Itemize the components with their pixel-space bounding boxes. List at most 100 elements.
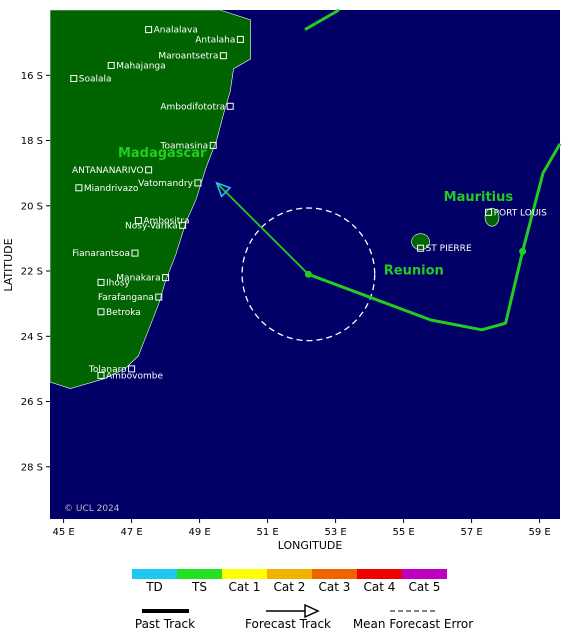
category-swatch (402, 569, 447, 579)
place-marker: Toamasina (160, 141, 217, 151)
y-tick-label: 24 S (21, 332, 43, 343)
x-tick-label: 53 E (324, 527, 346, 538)
place-square-icon (179, 221, 187, 229)
place-marker: Ambositra (134, 217, 189, 227)
place-label: PORT LOUIS (494, 208, 547, 218)
place-marker: Ambovombe (97, 371, 163, 381)
place-label: Farafangana (98, 293, 154, 303)
place-marker: Analalava (145, 26, 198, 36)
storm-position-marker (304, 270, 312, 278)
x-tick-label: 49 E (188, 527, 210, 538)
y-tick-label: 28 S (21, 462, 43, 473)
place-label: Fianarantsoa (72, 249, 130, 259)
place-label: Ambovombe (106, 371, 163, 381)
track-legend: Past Track Forecast Track Mean Forecast … (135, 603, 473, 631)
region-label: Reunion (384, 263, 444, 278)
x-axis-ticks: 45 E 47 E 49 E 51 E 53 E 55 E 57 E 59 E (52, 519, 551, 538)
mean-error-legend-label: Mean Forecast Error (353, 617, 473, 631)
category-label: Cat 5 (409, 580, 441, 594)
place-marker: Mahajanga (107, 62, 166, 72)
place-marker: Antalaha (195, 35, 244, 45)
x-tick-label: 47 E (120, 527, 142, 538)
place-square-icon (145, 26, 153, 34)
forecast-track-line (215, 182, 310, 275)
mauritius-island (484, 207, 500, 227)
place-marker: ANTANANARIVO (72, 166, 153, 176)
mean-forecast-error-circle (241, 207, 376, 342)
place-label: ST PIERRE (426, 244, 472, 254)
y-tick-label: 20 S (21, 201, 43, 212)
past-track-line (307, 143, 562, 332)
place-square-icon (107, 62, 115, 69)
past-track-legend-label: Past Track (135, 617, 195, 631)
place-marker: Farafangana (98, 293, 163, 303)
land-layer (49, 9, 500, 389)
category-swatch (222, 569, 267, 579)
place-square-icon (97, 308, 105, 316)
category-swatch (312, 569, 357, 579)
place-square-icon (155, 293, 163, 301)
place-marker: Vatomandry (138, 179, 202, 189)
place-label: Miandrivazo (84, 184, 139, 194)
place-square-icon (97, 278, 105, 286)
place-marker: Miandrivazo (75, 184, 139, 194)
x-tick-label: 57 E (460, 527, 482, 538)
place-square-icon (131, 249, 139, 257)
place-marker: Fianarantsoa (72, 249, 139, 259)
category-label: Cat 3 (319, 580, 351, 594)
place-label: Analalava (154, 26, 198, 36)
region-labels: Madagascar Mauritius Reunion (118, 146, 513, 278)
region-label: Madagascar (118, 146, 207, 161)
place-square-icon (194, 179, 202, 187)
place-marker: Ihosy (97, 278, 131, 288)
place-square-icon (417, 244, 425, 252)
category-label: TS (191, 580, 207, 594)
forecast-track-legend-label: Forecast Track (245, 617, 331, 631)
place-square-icon (485, 208, 493, 216)
y-tick-label: 16 S (21, 71, 43, 82)
place-marker: Ambodifototra (160, 102, 234, 112)
category-label: TD (145, 580, 163, 594)
place-label: Nosy-Varika (125, 221, 178, 231)
place-label: Tolanaro (88, 365, 127, 375)
place-square-icon (128, 365, 136, 373)
place-marker: Betroka (97, 308, 141, 318)
reunion-island (411, 233, 430, 250)
storm-position-marker (519, 247, 527, 255)
place-marker: Manakara (116, 274, 170, 284)
place-square-icon (236, 35, 244, 43)
place-marker: Soalala (70, 75, 112, 85)
place-square-icon (162, 274, 170, 282)
forecast-arrow-legend-icon (304, 603, 320, 619)
place-label: Ihosy (106, 278, 131, 288)
place-square-icon (70, 75, 78, 82)
place-label: Mahajanga (116, 62, 165, 72)
category-label: Cat 2 (274, 580, 306, 594)
y-axis-label: LATITUDE (2, 238, 15, 291)
track-layer (215, 8, 562, 342)
place-label: Antalaha (195, 35, 235, 45)
category-swatch (357, 569, 402, 579)
category-label: Cat 4 (364, 580, 396, 594)
place-label: Betroka (106, 308, 141, 318)
place-square-icon (209, 141, 217, 149)
place-square-icon (219, 52, 227, 60)
copyright-text: © UCL 2024 (64, 504, 120, 514)
x-tick-label: 59 E (528, 527, 550, 538)
place-label: Vatomandry (138, 179, 193, 189)
place-square-icon (97, 371, 105, 379)
category-legend: TD TS Cat 1 Cat 2 Cat 3 Cat 4 Cat 5 (132, 569, 447, 594)
place-marker: Nosy-Varika (125, 221, 187, 231)
place-square-icon (75, 184, 83, 192)
place-square-icon (226, 102, 234, 110)
place-marker: Maroantsetra (158, 52, 227, 62)
x-axis-label: LONGITUDE (278, 539, 343, 552)
place-square-icon (134, 217, 142, 224)
region-label: Mauritius (444, 190, 514, 205)
y-tick-label: 22 S (21, 267, 43, 278)
place-label: Toamasina (160, 141, 209, 151)
place-label: Ambositra (143, 217, 189, 227)
place-marker: Tolanaro (88, 365, 136, 375)
